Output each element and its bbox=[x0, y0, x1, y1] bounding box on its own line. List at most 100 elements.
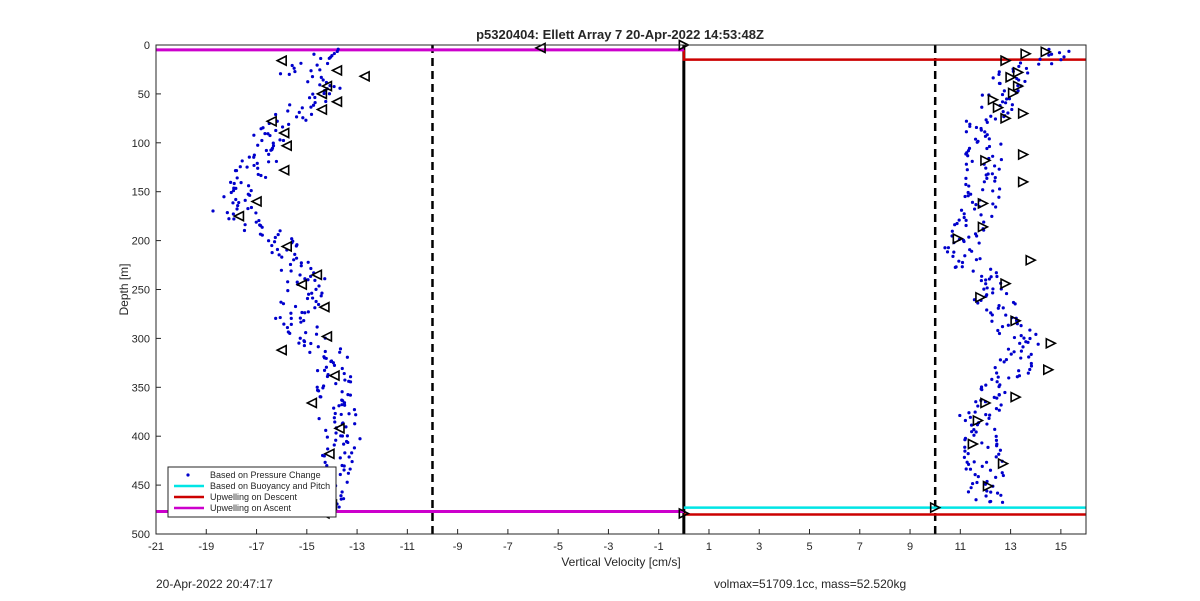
pressure-change-point bbox=[964, 218, 968, 222]
pressure-change-point bbox=[945, 250, 950, 254]
pressure-change-point bbox=[345, 480, 349, 484]
pressure-change-point bbox=[951, 254, 955, 258]
pressure-change-point bbox=[299, 264, 303, 268]
buoyancy-pitch-point bbox=[275, 54, 287, 67]
pressure-change-point bbox=[306, 278, 310, 282]
buoyancy-pitch-point bbox=[315, 88, 328, 100]
buoyancy-pitch-point bbox=[967, 438, 980, 450]
pressure-change-point bbox=[254, 220, 258, 224]
pressure-change-point bbox=[340, 366, 344, 371]
pressure-change-point bbox=[990, 214, 994, 218]
pressure-change-point bbox=[964, 119, 969, 123]
pressure-change-point bbox=[993, 117, 998, 121]
pressure-change-point bbox=[974, 203, 978, 207]
pressure-change-point bbox=[959, 208, 964, 212]
pressure-change-point bbox=[1001, 110, 1005, 114]
buoyancy-pitch-point bbox=[295, 278, 308, 291]
pressure-change-point bbox=[962, 455, 967, 459]
pressure-change-point bbox=[285, 325, 290, 330]
pressure-change-point bbox=[321, 386, 325, 390]
pressure-change-point bbox=[961, 238, 966, 242]
pressure-change-point bbox=[346, 393, 350, 397]
pressure-change-point bbox=[227, 217, 231, 221]
pressure-change-point bbox=[1038, 57, 1042, 61]
buoyancy-pitch-point bbox=[1045, 337, 1058, 350]
buoyancy-pitch-point bbox=[972, 414, 985, 427]
pressure-change-point bbox=[274, 316, 278, 320]
pressure-change-point bbox=[955, 221, 959, 226]
y-tick-label: 300 bbox=[132, 333, 150, 345]
descent-upwelling-line bbox=[682, 49, 1086, 61]
pressure-change-point bbox=[272, 240, 277, 244]
pressure-change-point bbox=[1005, 97, 1009, 101]
pressure-change-point bbox=[269, 148, 273, 152]
pressure-change-point bbox=[1028, 367, 1032, 372]
pressure-change-point bbox=[235, 176, 239, 180]
pressure-change-point bbox=[970, 430, 974, 434]
x-tick-label: 11 bbox=[955, 541, 966, 553]
pressure-change-point bbox=[1003, 101, 1008, 105]
buoyancy-pitch-point bbox=[1012, 80, 1025, 92]
legend-label: Based on Buoyancy and Pitch bbox=[210, 481, 330, 491]
pressure-change-point bbox=[975, 234, 979, 238]
pressure-change-point bbox=[323, 460, 327, 464]
pressure-change-point bbox=[232, 217, 236, 221]
pressure-change-point bbox=[342, 468, 346, 472]
pressure-change-point bbox=[964, 130, 968, 134]
pressure-change-point bbox=[278, 72, 283, 76]
pressure-change-point bbox=[338, 472, 342, 477]
y-tick-label: 150 bbox=[132, 187, 150, 199]
pressure-change-point bbox=[946, 246, 951, 250]
pressure-change-point bbox=[292, 258, 296, 262]
pressure-change-point bbox=[348, 393, 353, 397]
pressure-change-point bbox=[348, 467, 352, 471]
pressure-change-point bbox=[299, 320, 303, 324]
buoyancy-pitch-point bbox=[980, 397, 992, 409]
buoyancy-pitch-point bbox=[980, 154, 992, 167]
pressure-change-point bbox=[991, 291, 995, 295]
pressure-change-point bbox=[993, 176, 997, 180]
pressure-change-point bbox=[237, 200, 241, 205]
pressure-change-point bbox=[1024, 66, 1029, 71]
footer-info: volmax=51709.1cc, mass=52.520kg bbox=[714, 577, 907, 591]
pressure-change-point bbox=[1029, 364, 1034, 368]
pressure-change-point bbox=[341, 399, 345, 403]
pressure-change-point bbox=[997, 384, 1001, 389]
pressure-change-point bbox=[332, 84, 336, 89]
pressure-change-point bbox=[963, 418, 967, 423]
pressure-change-point bbox=[327, 92, 332, 96]
pressure-change-point bbox=[989, 114, 993, 118]
buoyancy-pitch-point bbox=[992, 101, 1005, 114]
pressure-change-point bbox=[260, 138, 264, 143]
buoyancy-pitch-point bbox=[280, 240, 293, 253]
x-tick-label: -7 bbox=[503, 541, 513, 553]
pressure-change-point bbox=[307, 96, 312, 100]
pressure-change-point bbox=[984, 494, 988, 498]
pressure-change-point bbox=[280, 255, 284, 259]
pressure-change-point bbox=[997, 331, 1002, 336]
pressure-change-point bbox=[239, 181, 243, 185]
pressure-change-point bbox=[294, 244, 298, 248]
pressure-change-point bbox=[318, 68, 322, 72]
pressure-change-point bbox=[985, 120, 989, 124]
pressure-change-point bbox=[984, 282, 988, 286]
pressure-change-point bbox=[309, 274, 313, 278]
pressure-change-point bbox=[335, 49, 339, 54]
pressure-change-point bbox=[972, 207, 977, 211]
pressure-change-point bbox=[1000, 92, 1005, 97]
pressure-change-point bbox=[998, 358, 1003, 362]
pressure-change-point bbox=[1012, 350, 1016, 354]
pressure-change-point bbox=[320, 291, 324, 295]
pressure-change-point bbox=[277, 253, 281, 257]
pressure-change-point bbox=[973, 137, 978, 141]
pressure-change-point bbox=[964, 176, 968, 180]
pressure-change-point bbox=[960, 260, 965, 265]
pressure-change-point bbox=[300, 106, 304, 110]
pressure-change-point bbox=[311, 92, 315, 96]
pressure-change-point bbox=[1000, 500, 1005, 504]
pressure-change-point bbox=[963, 194, 967, 199]
pressure-change-point bbox=[979, 213, 983, 217]
axis-ticks: -21 -19 -17 -15 -13 -11 -9 -7 -5 -3 -1 1 3 5 7 9 11 13 150… bbox=[132, 40, 1067, 553]
buoyancy-pitch-point bbox=[280, 139, 293, 152]
pressure-change-point bbox=[293, 252, 297, 256]
